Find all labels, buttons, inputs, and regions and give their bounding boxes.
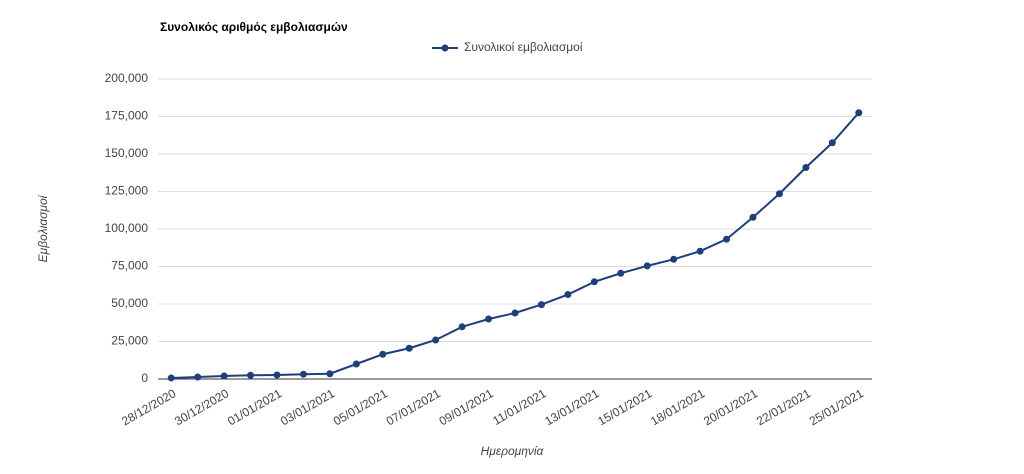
data-point [696, 247, 704, 255]
data-point [167, 374, 175, 382]
x-tick-label: 30/12/2020 [172, 386, 231, 428]
data-point [405, 344, 413, 352]
x-tick-label: 15/01/2021 [595, 386, 654, 428]
data-point [723, 235, 731, 243]
y-tick-label: 25,000 [111, 334, 148, 348]
x-tick-label: 07/01/2021 [384, 386, 443, 428]
x-tick-label: 05/01/2021 [331, 386, 390, 428]
data-point [670, 255, 678, 263]
data-point [432, 336, 440, 344]
x-tick-label: 22/01/2021 [754, 386, 813, 428]
x-tick-label: 11/01/2021 [490, 386, 549, 428]
y-tick-label: 75,000 [111, 259, 148, 273]
x-tick-label: 25/01/2021 [807, 386, 866, 428]
data-point [855, 109, 863, 117]
x-tick-label: 18/01/2021 [648, 386, 707, 428]
data-point [220, 372, 228, 380]
data-point [617, 269, 625, 277]
data-point [828, 139, 836, 147]
data-point [775, 190, 783, 198]
data-point [643, 262, 651, 270]
y-axis-label: Εμβολιασμοί [36, 194, 50, 262]
data-point [749, 213, 757, 221]
y-tick-label: 150,000 [105, 146, 149, 160]
x-tick-label: 09/01/2021 [437, 386, 496, 428]
data-point [485, 315, 493, 323]
chart-title: Συνολικός αριθμός εμβολιασμών [160, 20, 348, 34]
data-point [326, 370, 334, 378]
data-point [564, 291, 572, 299]
y-tick-label: 125,000 [105, 184, 149, 198]
data-point [537, 301, 545, 309]
data-point [458, 323, 466, 331]
data-point [379, 350, 387, 358]
data-point [802, 164, 810, 171]
data-point [299, 370, 307, 378]
data-point [352, 360, 360, 368]
data-point [247, 371, 255, 379]
data-point [590, 278, 598, 286]
y-tick-label: 100,000 [105, 221, 149, 235]
x-axis-label: Ημερομηνία [481, 444, 545, 458]
y-tick-label: 175,000 [105, 109, 149, 123]
x-tick-label: 01/01/2021 [225, 386, 284, 428]
x-tick-label: 20/01/2021 [701, 386, 760, 428]
x-tick-label: 13/01/2021 [542, 386, 601, 428]
legend-marker [441, 44, 449, 52]
legend-label: Συνολικοί εμβολιασμοί [464, 40, 583, 54]
y-tick-label: 50,000 [111, 296, 148, 310]
y-tick-label: 200,000 [105, 71, 149, 85]
x-tick-label: 28/12/2020 [119, 386, 178, 428]
data-point [273, 371, 281, 379]
series-line [171, 112, 860, 379]
data-point [511, 309, 519, 317]
x-tick-label: 03/01/2021 [278, 386, 337, 428]
y-tick-label: 0 [141, 371, 148, 385]
data-point [194, 373, 202, 381]
